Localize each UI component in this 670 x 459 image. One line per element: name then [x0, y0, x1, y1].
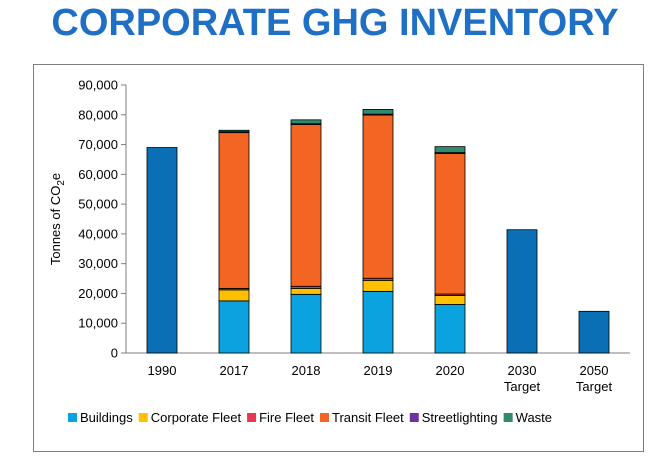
bar-total-2050	[578, 310, 610, 354]
bar-segment-waste-2020	[434, 146, 466, 153]
bar-segment-buildings-2018	[290, 293, 322, 354]
legend-swatch	[503, 413, 513, 422]
bar-segment-buildings-2017	[218, 300, 250, 354]
y-tick-label: 60,000	[78, 167, 118, 182]
bar-segment-transit-fleet-2019	[362, 114, 394, 279]
bar-total-1990	[146, 147, 178, 354]
x-tick-label: 1990	[148, 363, 177, 378]
y-tick-label: 30,000	[78, 256, 118, 271]
bar-segment-transit-fleet-2020	[434, 153, 466, 295]
x-tick-label: 2050	[580, 363, 609, 378]
bar-segment-waste-2019	[362, 109, 394, 115]
legend-swatch	[138, 413, 148, 422]
y-tick-label: 90,000	[78, 78, 118, 93]
bar-segment-transit-fleet-2018	[290, 124, 322, 287]
legend: Buildings Corporate Fleet Fire Fleet Transi…	[68, 410, 552, 425]
bar-segment-transit-fleet-2017	[218, 132, 250, 289]
legend-swatch	[247, 413, 257, 422]
bar-segment-waste-2017	[218, 129, 250, 133]
legend-label: Streetlighting	[422, 410, 498, 425]
y-tick-label: 0	[111, 346, 118, 361]
legend-swatch	[68, 413, 77, 422]
legend-label: Corporate Fleet	[151, 410, 242, 425]
y-tick-label: 70,000	[78, 137, 118, 152]
bar-segment-corporate-fleet-2019	[362, 279, 394, 292]
bar-segment-corporate-fleet-2018	[290, 287, 322, 295]
legend-swatch	[409, 413, 419, 422]
legend-label: Buildings	[80, 410, 133, 425]
y-tick-label: 50,000	[78, 197, 118, 212]
y-tick-label: 80,000	[78, 107, 118, 122]
chart-title: CORPORATE GHG INVENTORY	[51, 2, 619, 44]
axes: 0 10,000 20,000 30,000 40,000 50,000 60,000 70,…	[48, 78, 630, 394]
bar-segment-waste-2018	[290, 119, 322, 125]
x-tick-label: 2018	[292, 363, 321, 378]
chart-frame	[33, 64, 644, 452]
y-tick-label: 20,000	[78, 286, 118, 301]
y-tick-label: 40,000	[78, 226, 118, 241]
x-tick-sublabel: Target	[504, 379, 541, 394]
x-tick-label: 2030	[508, 363, 537, 378]
y-tick-label: 10,000	[78, 316, 118, 331]
x-tick-label: 2017	[220, 363, 249, 378]
bar-segment-corporate-fleet-2020	[434, 295, 466, 305]
bar-segment-buildings-2020	[434, 304, 466, 354]
legend-swatch	[320, 413, 329, 422]
bar-segment-corporate-fleet-2017	[218, 289, 250, 302]
bar-total-2030	[506, 229, 538, 354]
x-tick-label: 2019	[364, 363, 393, 378]
bars	[146, 109, 610, 354]
legend-label: Waste	[516, 410, 552, 425]
legend-label: Fire Fleet	[259, 410, 314, 425]
x-tick-label: 2020	[436, 363, 465, 378]
legend-label: Transit Fleet	[332, 410, 404, 425]
bar-segment-buildings-2019	[362, 290, 394, 354]
x-tick-sublabel: Target	[576, 379, 613, 394]
y-axis-label: Tonnes of CO2e	[48, 173, 67, 265]
